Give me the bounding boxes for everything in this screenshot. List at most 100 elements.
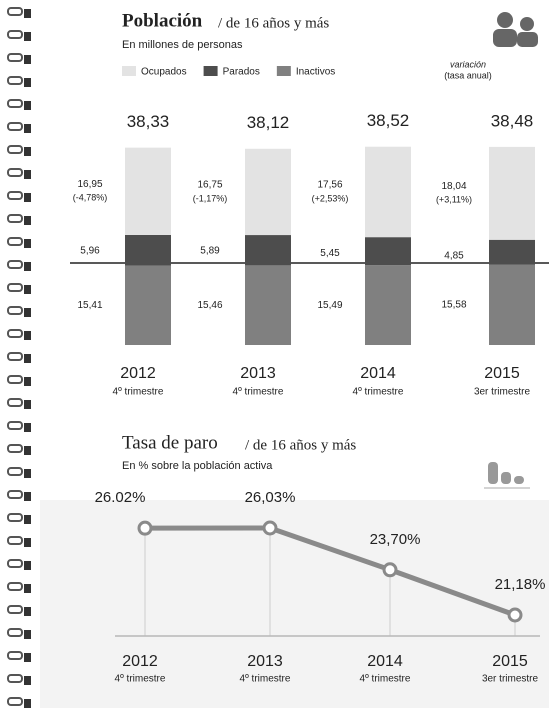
bar-segment — [245, 235, 291, 265]
value-label: 16,95 — [77, 179, 102, 190]
ring — [24, 147, 31, 156]
bar-segment — [245, 265, 291, 345]
value-label: 5,45 — [320, 248, 340, 259]
legend-swatch — [204, 66, 218, 76]
bar-segment — [125, 148, 171, 235]
ring — [24, 124, 31, 133]
x-tick-note: 3er trimestre — [482, 674, 539, 685]
ring — [24, 78, 31, 87]
ring — [24, 354, 31, 363]
variation-label: variación — [450, 59, 486, 69]
bar-segment — [125, 266, 171, 345]
bar-segment — [489, 240, 535, 265]
value-label: 16,75 — [197, 180, 222, 191]
value-label: 26.02% — [95, 489, 146, 506]
x-tick-label: 2015 — [492, 653, 528, 670]
value-label: 18,04 — [441, 181, 466, 192]
legend-label: Parados — [223, 67, 260, 78]
ring — [24, 101, 31, 110]
x-tick-note: 4º trimestre — [113, 387, 164, 398]
ring — [24, 193, 31, 202]
x-tick-label: 2013 — [240, 365, 276, 382]
ring — [24, 584, 31, 593]
legend-swatch — [122, 66, 136, 76]
variation-label: (+3,11%) — [436, 195, 472, 205]
ring — [24, 55, 31, 64]
value-label: 5,89 — [200, 246, 220, 257]
value-label: 15,49 — [317, 300, 342, 311]
ring — [24, 170, 31, 179]
infographic: Población / de 16 años y más En millones… — [0, 0, 549, 708]
total-label: 38,33 — [127, 112, 170, 131]
legend-label: Inactivos — [296, 67, 335, 78]
variation-label: (-1,17%) — [193, 193, 228, 203]
chart-subtitle: En millones de personas — [122, 39, 243, 51]
x-tick-label: 2014 — [367, 653, 403, 670]
x-tick-note: 4º trimestre — [240, 674, 291, 685]
bar-segment — [365, 265, 411, 345]
ring — [24, 653, 31, 662]
ring — [24, 32, 31, 41]
ring — [24, 377, 31, 386]
ring — [24, 561, 31, 570]
variation-label: (-4,78%) — [73, 193, 108, 203]
value-label: 15,58 — [441, 300, 466, 311]
ring — [24, 331, 31, 340]
bar-segment — [365, 147, 411, 237]
value-label: 15,46 — [197, 300, 222, 311]
ring — [24, 699, 31, 708]
ring — [24, 423, 31, 432]
ring — [24, 607, 31, 616]
chart-title-suffix: / de 16 años y más — [218, 15, 329, 31]
ring — [24, 469, 31, 478]
marker — [509, 609, 521, 621]
value-label: 5,96 — [80, 246, 100, 257]
ring — [24, 492, 31, 501]
ring — [24, 216, 31, 225]
ring — [24, 239, 31, 248]
ring — [24, 9, 31, 18]
x-tick-label: 2014 — [360, 365, 396, 382]
bar-segment — [245, 149, 291, 235]
x-tick-note: 4º trimestre — [360, 674, 411, 685]
variation-label: (+2,53%) — [312, 193, 349, 203]
chart-title-suffix: / de 16 años y más — [245, 437, 356, 453]
value-label: 21,18% — [495, 576, 546, 593]
x-tick-label: 2015 — [484, 365, 520, 382]
total-label: 38,12 — [247, 113, 290, 132]
value-label: 15,41 — [77, 300, 102, 311]
bar-segment — [365, 237, 411, 265]
total-label: 38,52 — [367, 111, 410, 130]
ring — [24, 676, 31, 685]
x-tick-label: 2013 — [247, 653, 283, 670]
value-label: 26,03% — [245, 489, 296, 506]
x-tick-label: 2012 — [120, 365, 156, 382]
bar-segment — [489, 147, 535, 240]
marker — [264, 522, 276, 534]
variation-sublabel: (tasa anual) — [444, 70, 492, 80]
x-tick-note: 4º trimestre — [233, 387, 284, 398]
x-tick-note: 4º trimestre — [115, 674, 166, 685]
chart-title: Población — [122, 10, 203, 31]
ring — [24, 515, 31, 524]
ring — [24, 630, 31, 639]
ring — [24, 308, 31, 317]
x-tick-note: 4º trimestre — [353, 387, 404, 398]
chart-title: Tasa de paro — [122, 432, 218, 453]
legend-swatch — [277, 66, 291, 76]
ring — [24, 400, 31, 409]
value-label: 17,56 — [317, 180, 342, 191]
total-label: 38,48 — [491, 111, 534, 130]
ring — [24, 285, 31, 294]
ring — [24, 538, 31, 547]
value-label: 23,70% — [370, 531, 421, 548]
x-tick-note: 3er trimestre — [474, 387, 531, 398]
ring — [24, 446, 31, 455]
bar-segment — [489, 265, 535, 345]
marker — [384, 564, 396, 576]
ring — [24, 262, 31, 271]
chart-subtitle: En % sobre la población activa — [122, 460, 273, 472]
bar-segment — [125, 235, 171, 266]
legend-label: Ocupados — [141, 67, 187, 78]
marker — [139, 522, 151, 534]
